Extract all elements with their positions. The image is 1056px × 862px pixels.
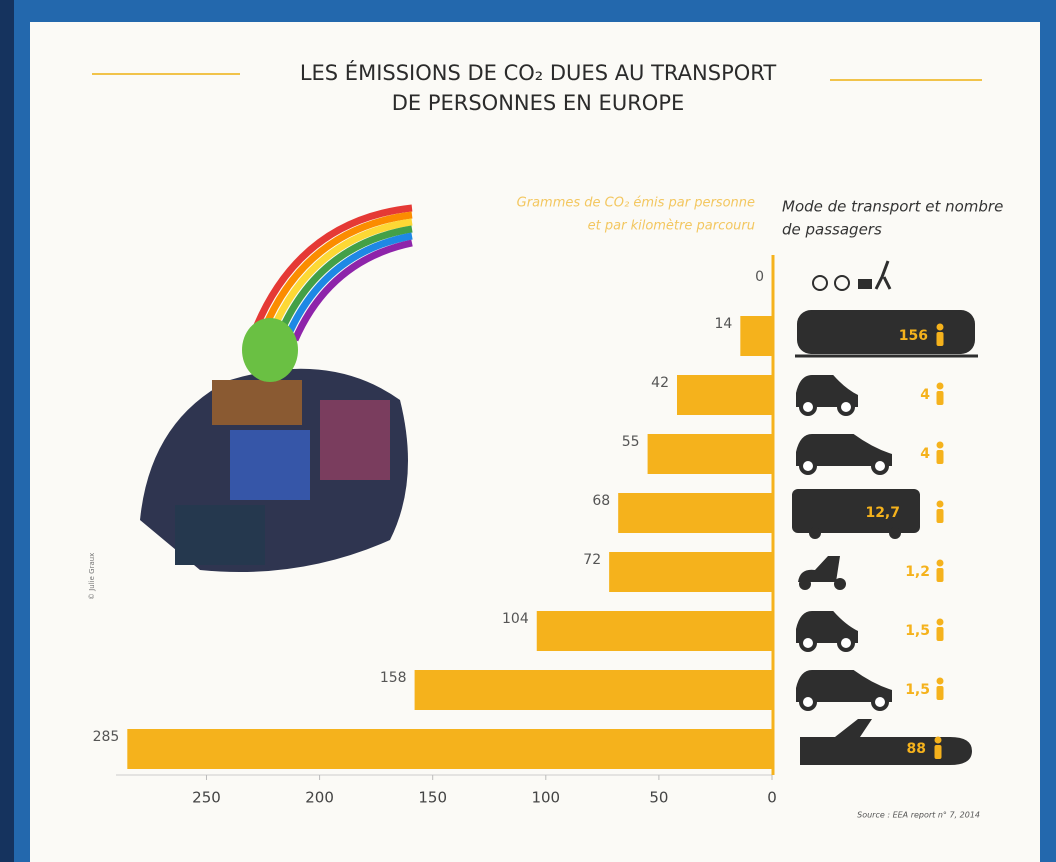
x-tick-label: 100 — [531, 789, 560, 807]
icon — [797, 310, 975, 354]
chart-title: LES ÉMISSIONS DE CO₂ DUES AU TRANSPORT — [300, 60, 777, 85]
icon — [796, 434, 892, 466]
value-label: 285 — [93, 729, 120, 745]
icon — [837, 634, 855, 652]
bar — [127, 729, 772, 769]
person-icon — [934, 736, 942, 744]
icon — [874, 260, 892, 290]
icon — [799, 457, 817, 475]
icon — [837, 398, 855, 416]
x-tick-label: 0 — [767, 789, 777, 807]
passenger-count: 88 — [907, 741, 926, 757]
icon — [858, 279, 872, 289]
value-label: 72 — [583, 552, 601, 568]
bar — [676, 375, 772, 415]
icon — [889, 527, 901, 539]
person-icon — [936, 332, 944, 346]
icon — [871, 693, 889, 711]
value-label: 68 — [592, 493, 610, 509]
icon — [792, 489, 920, 533]
person-icon — [936, 441, 944, 449]
passenger-count: 156 — [899, 328, 928, 344]
x-tick-label: 250 — [192, 789, 221, 807]
person-icon — [936, 382, 944, 390]
chart-title: DE PERSONNES EN EUROPE — [392, 91, 685, 115]
passenger-count: 4 — [920, 446, 930, 462]
icon — [799, 634, 817, 652]
passenger-count: 4 — [920, 387, 930, 403]
icon — [798, 556, 840, 582]
icon — [799, 398, 817, 416]
value-label: 55 — [622, 434, 640, 450]
person-icon — [936, 618, 944, 626]
person-icon — [936, 509, 944, 523]
passenger-count: 1,2 — [905, 564, 930, 580]
value-label: 0 — [755, 269, 764, 285]
person-icon — [936, 450, 944, 464]
x-tick-label: 150 — [418, 789, 447, 807]
category-header: de passagers — [782, 221, 882, 239]
axis-title: et par kilomètre parcouru — [588, 219, 755, 234]
bar — [647, 434, 772, 474]
value-label: 104 — [502, 611, 529, 627]
icon — [800, 719, 972, 765]
icon — [834, 578, 846, 590]
person-icon — [936, 391, 944, 405]
axis-title: Grammes de CO₂ émis par personne — [517, 196, 755, 211]
icon — [834, 275, 850, 291]
frame-edge — [0, 0, 14, 862]
credit: © Julie Graux — [88, 553, 96, 600]
illustration — [140, 204, 413, 572]
bar — [740, 316, 772, 356]
value-label: 14 — [715, 316, 733, 332]
person-icon — [934, 745, 942, 759]
value-label: 42 — [651, 375, 669, 391]
value-label: 158 — [380, 670, 407, 686]
icon — [812, 275, 828, 291]
bar — [536, 611, 772, 651]
person-icon — [936, 500, 944, 508]
person-icon — [936, 627, 944, 641]
passenger-count: 1,5 — [905, 623, 930, 639]
icon — [809, 527, 821, 539]
person-icon — [936, 568, 944, 582]
icon — [799, 578, 811, 590]
icon — [871, 457, 889, 475]
category-header: Mode de transport et nombre — [782, 198, 1003, 216]
bar — [618, 493, 772, 533]
source: Source : EEA report n° 7, 2014 — [857, 811, 980, 820]
person-icon — [936, 677, 944, 685]
person-icon — [936, 323, 944, 331]
person-icon — [936, 686, 944, 700]
bar — [609, 552, 772, 592]
passenger-count: 12,7 — [865, 505, 900, 521]
bar — [414, 670, 772, 710]
icon — [796, 670, 892, 702]
passenger-count: 1,5 — [905, 682, 930, 698]
x-tick-label: 200 — [305, 789, 334, 807]
icon — [799, 693, 817, 711]
x-tick-label: 50 — [649, 789, 668, 807]
person-icon — [936, 559, 944, 567]
